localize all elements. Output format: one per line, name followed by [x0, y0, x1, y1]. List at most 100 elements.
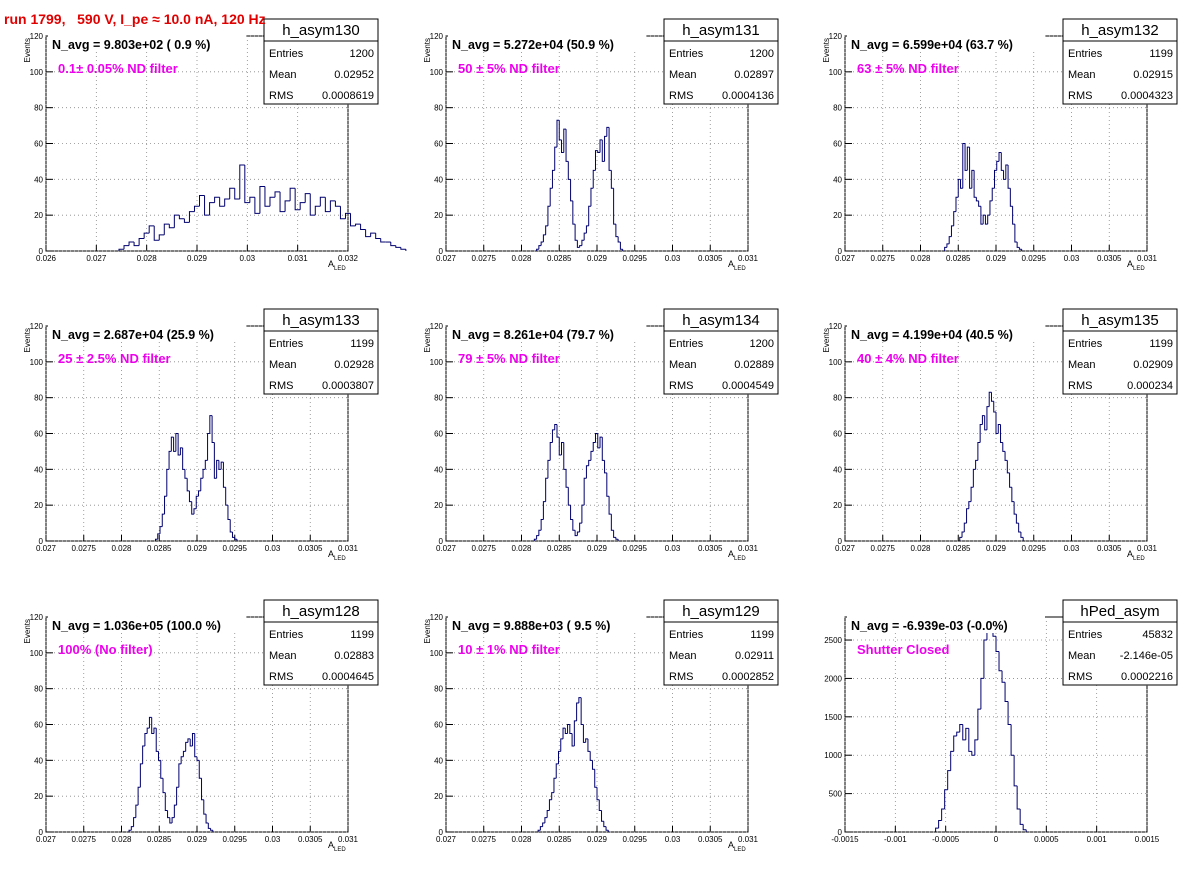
y-tick-label: 0: [838, 537, 843, 546]
histogram-bin: [998, 151, 1002, 162]
histogram-bin: [218, 460, 222, 470]
x-tick-label: 0.026: [36, 254, 57, 263]
y-tick-label: 100: [430, 358, 444, 367]
y-tick-label: 60: [434, 430, 443, 439]
stat-label: RMS: [669, 380, 693, 392]
histogram-bin: [977, 441, 981, 461]
histogram-bin: [178, 215, 185, 220]
stat-value: 0.0004645: [322, 671, 374, 683]
x-axis-label-sub: LED: [334, 847, 346, 853]
histogram-bin: [189, 738, 193, 747]
stat-value: -2.146e-05: [1120, 650, 1173, 662]
histogram-bin: [191, 732, 195, 746]
histogram-bin: [1001, 670, 1006, 683]
y-tick-label: 20: [833, 501, 842, 510]
stat-label: Mean: [669, 359, 697, 371]
histogram-bin: [580, 697, 584, 725]
stat-label: Mean: [669, 69, 697, 81]
filter-label: 100% (No filter): [58, 642, 153, 657]
stat-value: 0.0008619: [322, 90, 374, 102]
histogram-bin: [153, 225, 160, 241]
histogram-bin: [572, 519, 576, 531]
histogram-title: N_avg = 1.036e+05 (100.0 %): [52, 619, 221, 633]
histogram-bin: [557, 750, 561, 764]
histogram-bin: [146, 727, 150, 734]
histogram-bin: [606, 472, 610, 497]
histogram-bin: [1007, 165, 1011, 189]
histogram-bin: [195, 495, 199, 509]
histogram-bin: [204, 459, 208, 470]
histogram-bin: [957, 178, 961, 198]
histogram-bin: [1004, 451, 1008, 461]
x-tick-label: 0.03: [1064, 254, 1080, 263]
x-tick-label: 0.031: [1137, 254, 1158, 263]
histogram-bin: [599, 139, 603, 153]
x-axis-label-sub: LED: [334, 266, 346, 272]
y-tick-label: 0: [39, 537, 44, 546]
histogram-bin: [200, 477, 204, 491]
histogram-bin: [118, 248, 125, 251]
histogram-bin: [581, 504, 585, 524]
stat-label: RMS: [669, 671, 693, 683]
x-tick-label: 0.031: [1137, 544, 1158, 553]
histogram-bin: [294, 188, 301, 211]
histogram-bin: [169, 817, 173, 824]
histogram-bin: [157, 751, 161, 761]
x-tick-label: 0.029: [187, 835, 208, 844]
y-tick-label: 20: [434, 792, 443, 801]
histogram-bin: [123, 245, 130, 250]
histogram-bin: [1014, 224, 1018, 243]
histogram-bin: [962, 143, 966, 189]
y-tick-label: 120: [430, 613, 444, 622]
histogram-bin: [539, 826, 543, 831]
histogram-bin: [542, 234, 546, 243]
y-tick-label: 60: [833, 140, 842, 149]
histogram-bin: [1013, 501, 1017, 515]
stat-label: Entries: [1068, 338, 1103, 350]
y-tick-label: 60: [434, 721, 443, 730]
stat-label: Entries: [669, 48, 704, 60]
histogram-bin: [1009, 188, 1013, 207]
histogram-bin: [1000, 152, 1004, 171]
histogram-bin: [978, 200, 981, 207]
histogram-bin: [955, 196, 959, 212]
histogram-bin: [583, 232, 587, 241]
histogram-bin: [158, 234, 165, 241]
histogram-bin: [935, 827, 939, 832]
histogram-bin: [966, 146, 970, 171]
histogram-bin: [966, 508, 969, 524]
y-tick-label: 40: [34, 756, 43, 765]
histogram-bin: [1007, 701, 1012, 725]
stat-value: 0.02928: [334, 359, 374, 371]
histogram-bin: [199, 194, 205, 207]
histogram-panel: 0.026 0.027 0.028 0.029 0.03 0.031 0.032 0 20 40 6…: [23, 18, 407, 272]
histogram-bin: [133, 242, 140, 247]
stat-label: Entries: [269, 48, 304, 60]
y-axis-label: Events: [23, 328, 32, 352]
histogram-bin: [191, 501, 194, 515]
x-tick-label: 0.0285: [946, 544, 971, 553]
histogram-bin: [968, 501, 972, 509]
x-tick-label: 0.029: [587, 835, 608, 844]
histogram-bin: [601, 437, 605, 461]
histogram-bin: [209, 202, 215, 216]
y-tick-label: 0: [439, 828, 444, 837]
x-tick-label: 0.0295: [223, 544, 248, 553]
x-axis-label-sub: LED: [734, 556, 746, 562]
x-tick-label: 0.027: [835, 544, 856, 553]
histogram-bin: [558, 120, 562, 141]
stat-value: 0.02911: [735, 650, 774, 662]
y-tick-label: 60: [833, 430, 842, 439]
stat-value: 1199: [350, 629, 374, 641]
y-axis-label: Events: [822, 328, 831, 352]
y-tick-label: 0: [838, 247, 843, 256]
histogram-bin: [948, 236, 952, 244]
histogram-bin: [154, 538, 158, 541]
y-tick-label: 80: [434, 104, 443, 113]
histogram-bin: [151, 717, 154, 734]
y-tick-label: 60: [34, 430, 43, 439]
histogram-bin: [194, 733, 197, 758]
histogram-bin: [558, 437, 562, 456]
histogram-bin: [542, 822, 545, 827]
stat-label: RMS: [269, 671, 293, 683]
